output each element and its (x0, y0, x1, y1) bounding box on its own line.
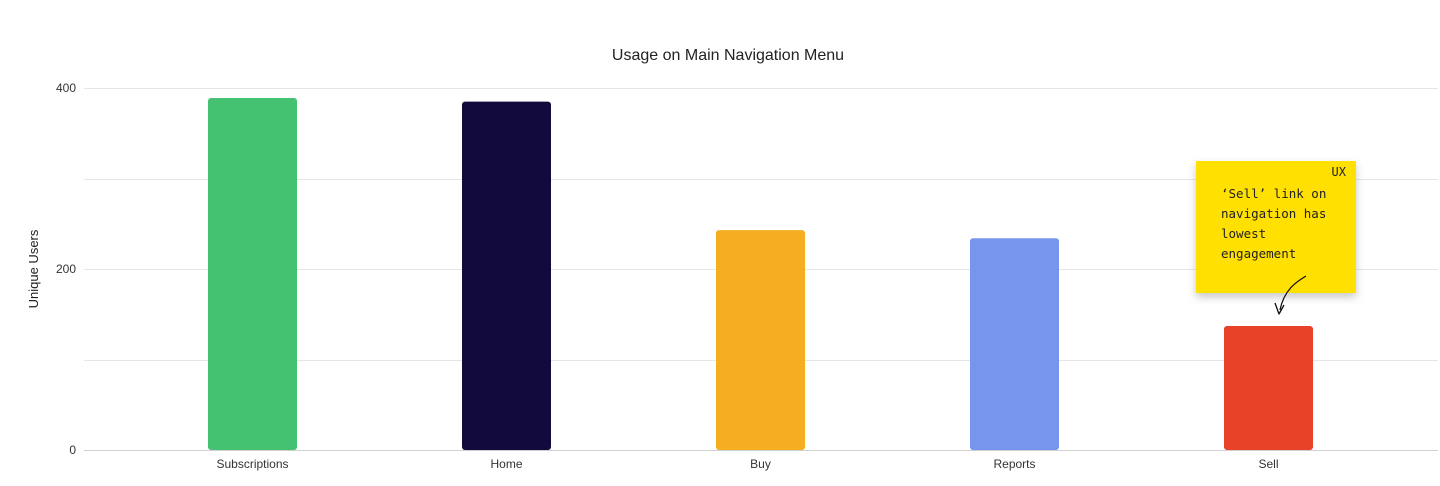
x-tick-label-subscriptions: Subscriptions (216, 457, 288, 471)
sticky-note-annotation[interactable]: UX ‘Sell’ link on navigation has lowest … (1196, 161, 1356, 293)
y-axis-label: Unique Users (26, 229, 41, 308)
x-tick-label-reports: Reports (993, 457, 1035, 471)
sticky-note-text: ‘Sell’ link on navigation has lowest eng… (1221, 186, 1327, 261)
x-tick-label-buy: Buy (750, 457, 771, 471)
tick-labels: 0 200 400 Subscriptions Home Buy Reports Sell (56, 81, 1279, 471)
y-tick-label: 200 (56, 262, 76, 276)
x-tick-label-home: Home (490, 457, 522, 471)
y-tick-label: 400 (56, 81, 76, 95)
chart-title: Usage on Main Navigation Menu (612, 47, 844, 64)
bars (208, 97, 1313, 450)
bar-home[interactable] (462, 101, 551, 450)
sticky-note-tag: UX (1331, 165, 1346, 179)
bar-sell[interactable] (1224, 326, 1313, 450)
annotation-arrow-icon (1274, 275, 1307, 315)
y-tick-label: 0 (69, 443, 76, 457)
x-tick-label-sell: Sell (1258, 457, 1278, 471)
bar-subscriptions[interactable] (208, 97, 297, 450)
bar-reports[interactable] (970, 238, 1059, 450)
bar-buy[interactable] (716, 230, 805, 450)
